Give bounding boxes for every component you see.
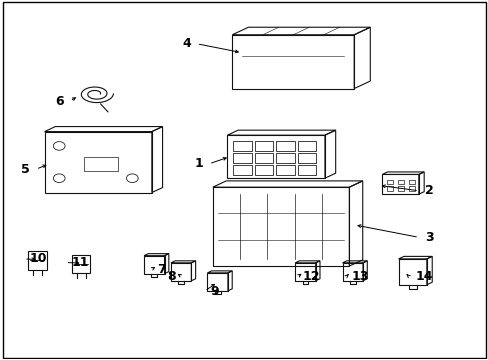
Text: 11: 11 bbox=[71, 256, 89, 269]
Text: 7: 7 bbox=[157, 263, 165, 276]
Text: 10: 10 bbox=[30, 252, 47, 265]
Text: 13: 13 bbox=[351, 270, 368, 283]
Text: 5: 5 bbox=[21, 163, 30, 176]
Text: 1: 1 bbox=[194, 157, 203, 170]
Text: 8: 8 bbox=[167, 270, 176, 283]
Text: 2: 2 bbox=[424, 184, 433, 197]
Text: 9: 9 bbox=[210, 285, 219, 298]
Text: 3: 3 bbox=[424, 231, 433, 244]
Text: 14: 14 bbox=[414, 270, 432, 283]
Text: 6: 6 bbox=[55, 95, 64, 108]
Text: 4: 4 bbox=[182, 37, 190, 50]
Text: 12: 12 bbox=[303, 270, 320, 283]
